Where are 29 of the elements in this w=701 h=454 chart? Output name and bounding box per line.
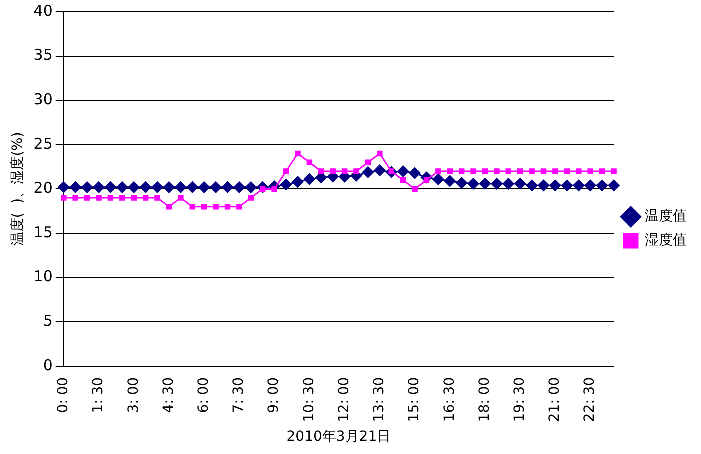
- y-tick-label: 20: [34, 179, 53, 198]
- y-tick-label: 40: [34, 2, 53, 20]
- x-tick-label: 1: 30: [90, 377, 107, 414]
- x-tick-label: 7: 30: [231, 377, 248, 414]
- y-tick-label: 25: [34, 134, 53, 153]
- y-tick-label: 10: [34, 268, 53, 286]
- x-tick-label: 6: 00: [196, 377, 212, 414]
- x-tick-label: 19: 30: [512, 377, 528, 422]
- legend-label: 温度值: [645, 208, 687, 225]
- y-tick-label: 30: [34, 90, 53, 108]
- x-tick-label: 15: 00: [406, 377, 423, 422]
- y-tick-label: 0: [43, 356, 53, 374]
- x-tick-label: 10: 30: [301, 377, 318, 422]
- x-tick-label: 13: 30: [372, 377, 388, 422]
- x-tick-label: 3: 00: [126, 377, 142, 414]
- legend-label: 湿度值: [645, 232, 687, 249]
- y-axis-title: 温度( )、湿度(%): [10, 132, 26, 246]
- x-tick-label: 9: 00: [266, 377, 282, 414]
- x-tick-label: 0: 00: [56, 377, 72, 414]
- x-tick-label: 18: 00: [476, 377, 493, 422]
- x-axis-title: 2010年3月21日: [286, 429, 392, 446]
- x-tick-label: 16: 30: [442, 377, 458, 422]
- x-tick-label: 4: 30: [160, 377, 177, 414]
- y-tick-label: 5: [43, 312, 53, 330]
- y-tick-label: 35: [34, 46, 53, 64]
- x-tick-label: 21: 00: [547, 377, 564, 422]
- x-tick-label: 12: 00: [336, 377, 352, 422]
- y-tick-label: 15: [34, 223, 53, 242]
- x-tick-label: 22: 30: [582, 377, 598, 422]
